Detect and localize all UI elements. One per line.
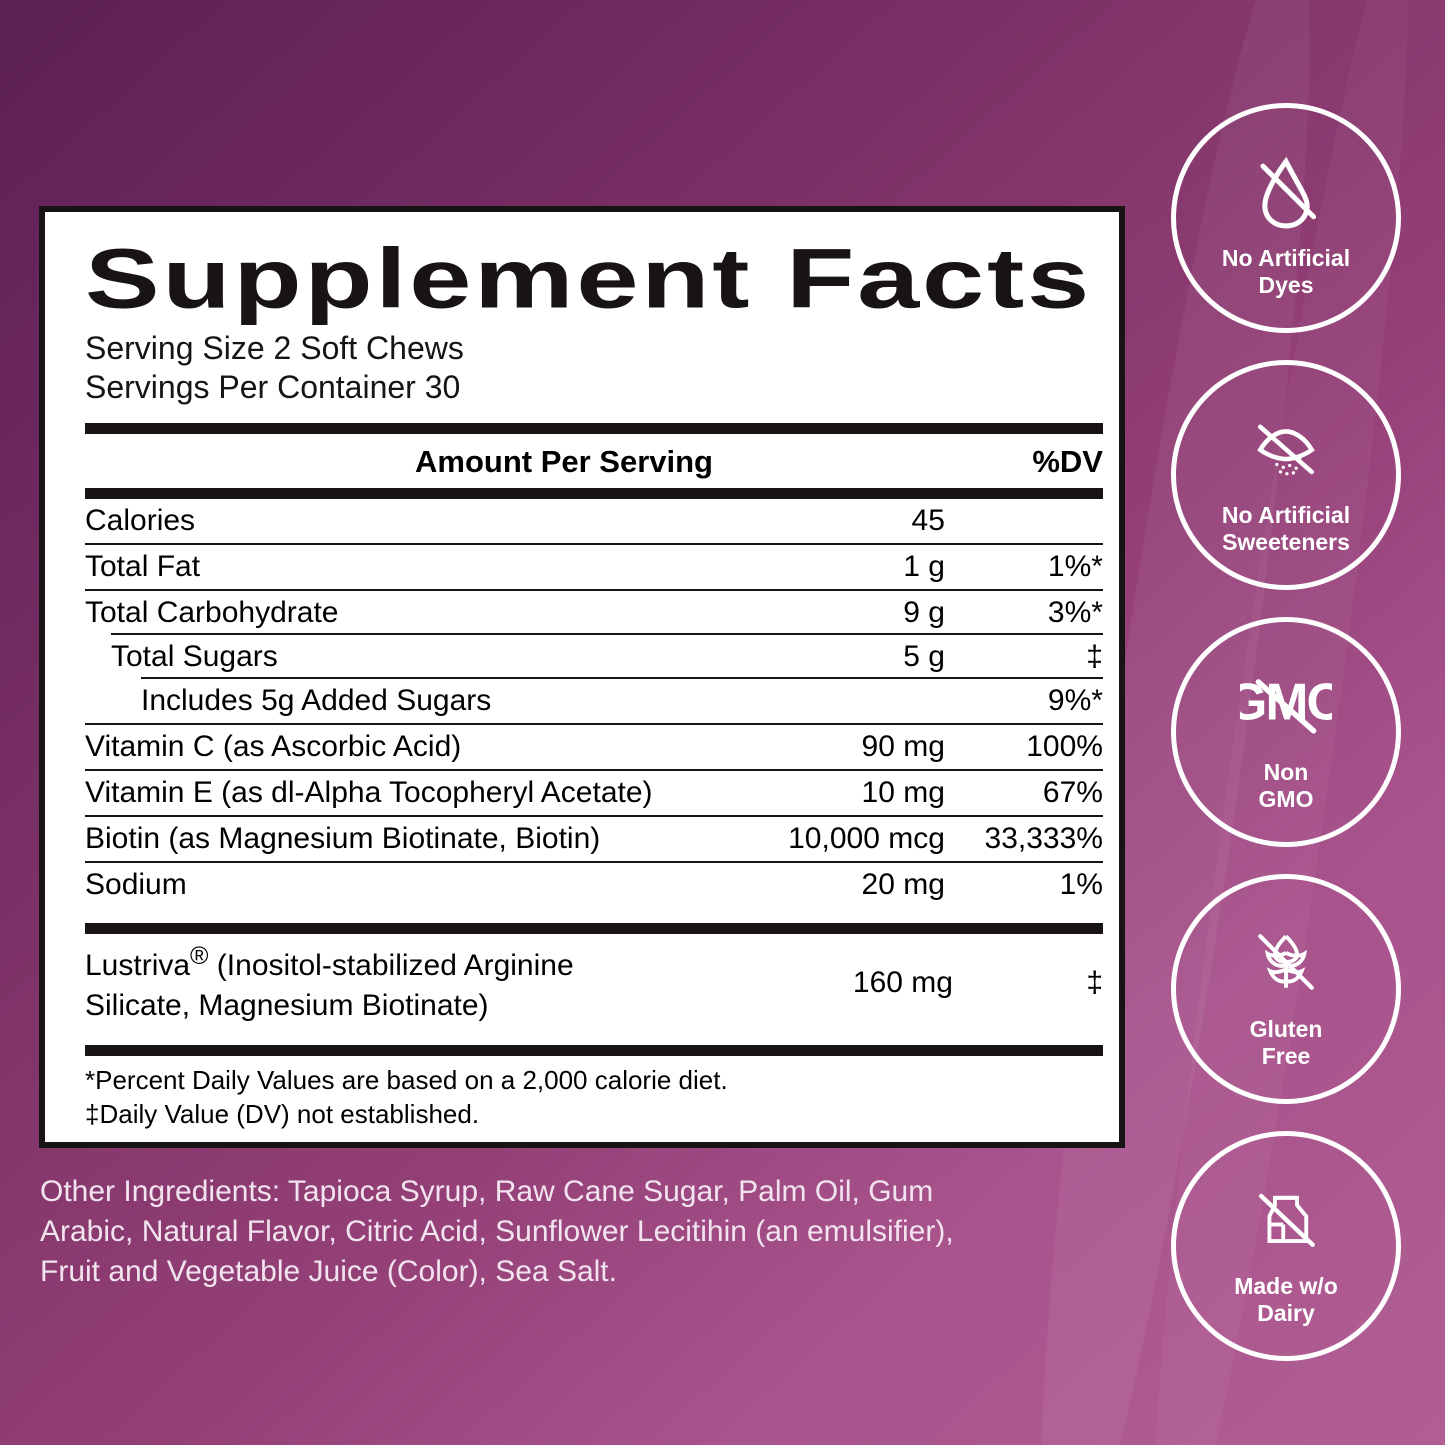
svg-text:GMO: GMO bbox=[1240, 673, 1332, 731]
